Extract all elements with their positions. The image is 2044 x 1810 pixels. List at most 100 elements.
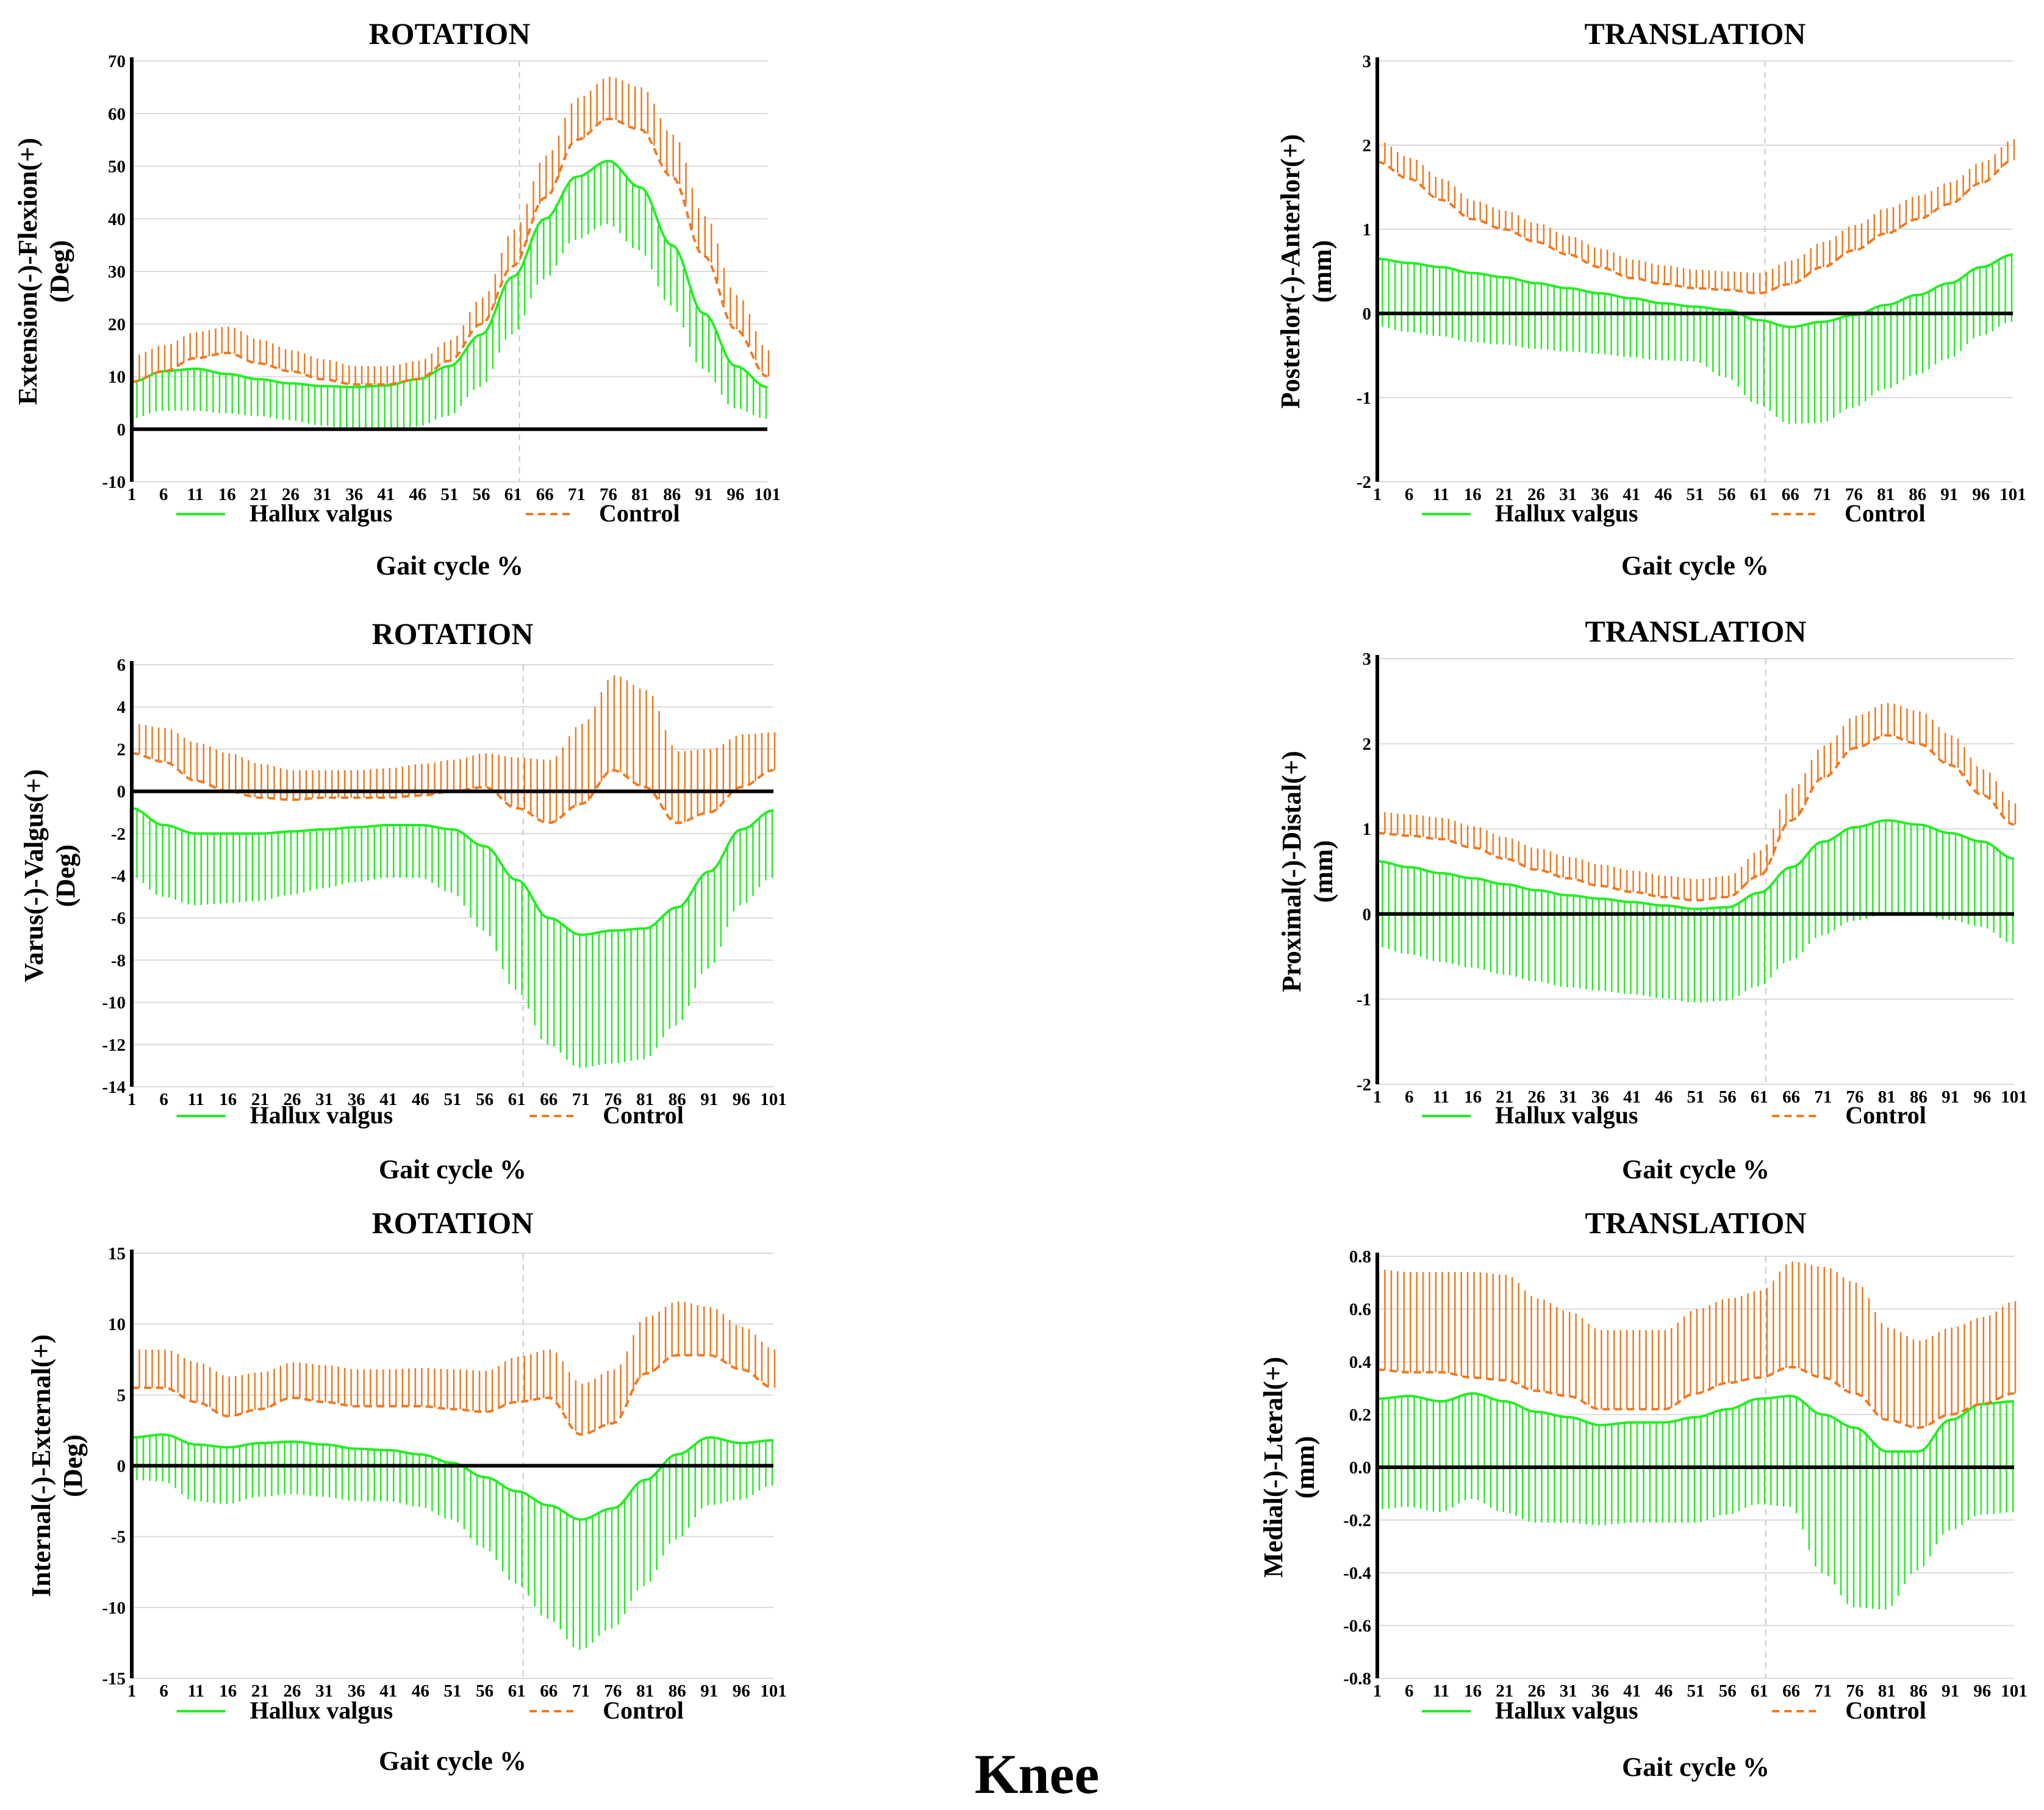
x-tick-label: 71 — [1813, 485, 1831, 504]
legend-hallux-valgus-label: Hallux valgus — [1495, 499, 1638, 527]
x-tick-label: 66 — [1782, 1087, 1800, 1107]
y-tick-label: -0.4 — [1343, 1564, 1371, 1583]
x-tick-label: 1 — [127, 1090, 137, 1109]
x-tick-label: 21 — [1496, 1681, 1513, 1701]
x-tick-label: 11 — [1433, 1087, 1449, 1107]
x-tick-label: 101 — [754, 485, 781, 504]
x-tick-label: 26 — [284, 1681, 301, 1701]
x-tick-label: 46 — [412, 1090, 429, 1109]
y-tick-label: 40 — [108, 210, 126, 229]
chart-title: ROTATION — [372, 1206, 534, 1240]
control-mean-line — [1377, 1365, 2015, 1429]
legend-control-label: Control — [603, 1697, 684, 1724]
x-tick-label: 71 — [572, 1681, 590, 1701]
x-tick-label: 26 — [1528, 1681, 1546, 1701]
control-mean-line — [131, 117, 768, 386]
y-tick-label: 30 — [108, 262, 126, 282]
legend-hallux-valgus-label: Hallux valgus — [249, 499, 393, 527]
control-mean-line — [132, 1354, 774, 1436]
x-tick-label: 1 — [1373, 485, 1382, 504]
x-tick-label: 26 — [1528, 1087, 1546, 1107]
y-tick-label: 5 — [117, 1386, 126, 1405]
x-tick-label: 66 — [1782, 1681, 1800, 1701]
y-tick-label: 0.6 — [1349, 1300, 1371, 1320]
x-tick-label: 91 — [695, 485, 712, 504]
y-tick-label: -10 — [102, 993, 126, 1013]
y-tick-label: -14 — [102, 1078, 126, 1097]
y-tick-label: 0 — [117, 1457, 126, 1476]
y-axis-unit: (mm) — [1308, 840, 1338, 903]
y-tick-label: -10 — [102, 1598, 126, 1618]
y-tick-label: 1 — [1363, 820, 1372, 839]
y-tick-label: -4 — [111, 867, 126, 886]
x-axis-title: Gait cycle % — [1622, 1154, 1770, 1184]
legend: Hallux valgus Control — [176, 1697, 684, 1724]
x-tick-label: 86 — [669, 1090, 686, 1109]
y-tick-label: -5 — [111, 1528, 126, 1547]
y-tick-label: -8 — [111, 951, 126, 970]
x-tick-label: 31 — [1560, 1681, 1577, 1701]
x-tick-label: 21 — [251, 1090, 269, 1109]
figure-label: Knee — [975, 1743, 1099, 1805]
y-tick-label: 15 — [108, 1244, 126, 1264]
y-tick-label: -6 — [111, 909, 126, 928]
sd-error-bars — [129, 76, 770, 431]
chart-panel-6: TRANSLATION -0.8 -0.6 -0.4 -0.2 0.0 0.2 0.4 0.6 0… — [1258, 1206, 2028, 1782]
x-tick-label: 41 — [1623, 1087, 1641, 1107]
x-tick-label: 11 — [1433, 1681, 1449, 1701]
x-tick-label: 71 — [1814, 1681, 1832, 1701]
y-tick-label: 2 — [1363, 735, 1372, 754]
hallux-valgus-mean-line — [1377, 1392, 2015, 1453]
y-tick-label: 10 — [108, 368, 126, 387]
x-tick-label: 6 — [1405, 1681, 1414, 1701]
y-axis-title: Medial(-)-Lteral(+) — [1258, 1357, 1288, 1578]
x-tick-label: 36 — [345, 485, 363, 504]
x-tick-label: 11 — [187, 485, 203, 504]
chart-title: ROTATION — [372, 617, 534, 651]
y-tick-label: -2 — [111, 825, 126, 844]
x-tick-label: 21 — [251, 1681, 269, 1701]
sd-error-bars — [1375, 1261, 2017, 1610]
x-tick-label: 46 — [1655, 1087, 1673, 1107]
x-tick-label: 96 — [733, 1090, 750, 1109]
x-tick-label: 46 — [1654, 485, 1672, 504]
y-axis-unit: (mm) — [1290, 1436, 1320, 1499]
legend: Hallux valgus Control — [176, 499, 680, 527]
y-tick-label: -15 — [102, 1669, 126, 1689]
x-tick-label: 96 — [1973, 1681, 1991, 1701]
y-tick-label: -0.6 — [1343, 1617, 1371, 1636]
x-tick-label: 101 — [2001, 1681, 2028, 1701]
x-tick-label: 91 — [1942, 1681, 1959, 1701]
legend: Hallux valgus Control — [1422, 1101, 1926, 1129]
y-tick-label: 50 — [108, 157, 126, 177]
x-tick-label: 21 — [1496, 1087, 1513, 1107]
legend-hallux-valgus-label: Hallux valgus — [1495, 1101, 1638, 1129]
x-tick-label: 41 — [379, 1090, 397, 1109]
x-tick-label: 31 — [314, 485, 331, 504]
x-tick-label: 41 — [1623, 1681, 1641, 1701]
legend-control-label: Control — [599, 499, 680, 527]
hallux-valgus-mean-line — [1377, 253, 2014, 329]
x-tick-label: 91 — [1942, 1087, 1959, 1107]
y-axis-title: Posterlor(-)-Anterlor(+) — [1275, 134, 1305, 409]
x-tick-label: 76 — [604, 1090, 622, 1109]
y-tick-label: 0.0 — [1349, 1458, 1371, 1478]
hallux-valgus-mean-line — [131, 159, 768, 388]
x-tick-label: 16 — [1464, 1087, 1482, 1107]
y-tick-label: 2 — [117, 740, 126, 759]
x-tick-label: 26 — [284, 1090, 301, 1109]
x-tick-label: 56 — [1718, 485, 1736, 504]
y-tick-label: 0.4 — [1349, 1353, 1371, 1372]
x-tick-label: 6 — [159, 485, 168, 504]
x-tick-label: 16 — [1464, 485, 1482, 504]
y-tick-label: 0 — [1363, 905, 1372, 925]
x-tick-label: 16 — [219, 1090, 237, 1109]
y-tick-label: 0.2 — [1349, 1406, 1371, 1425]
y-axis-title: Proximal(-)-Distal(+) — [1277, 751, 1307, 992]
x-tick-label: 61 — [1751, 1087, 1768, 1107]
y-axis-title: Varus(-)-Valgus(+) — [19, 769, 49, 982]
y-tick-label: 3 — [1363, 649, 1372, 669]
x-tick-label: 56 — [1719, 1681, 1737, 1701]
x-tick-label: 51 — [441, 485, 459, 504]
